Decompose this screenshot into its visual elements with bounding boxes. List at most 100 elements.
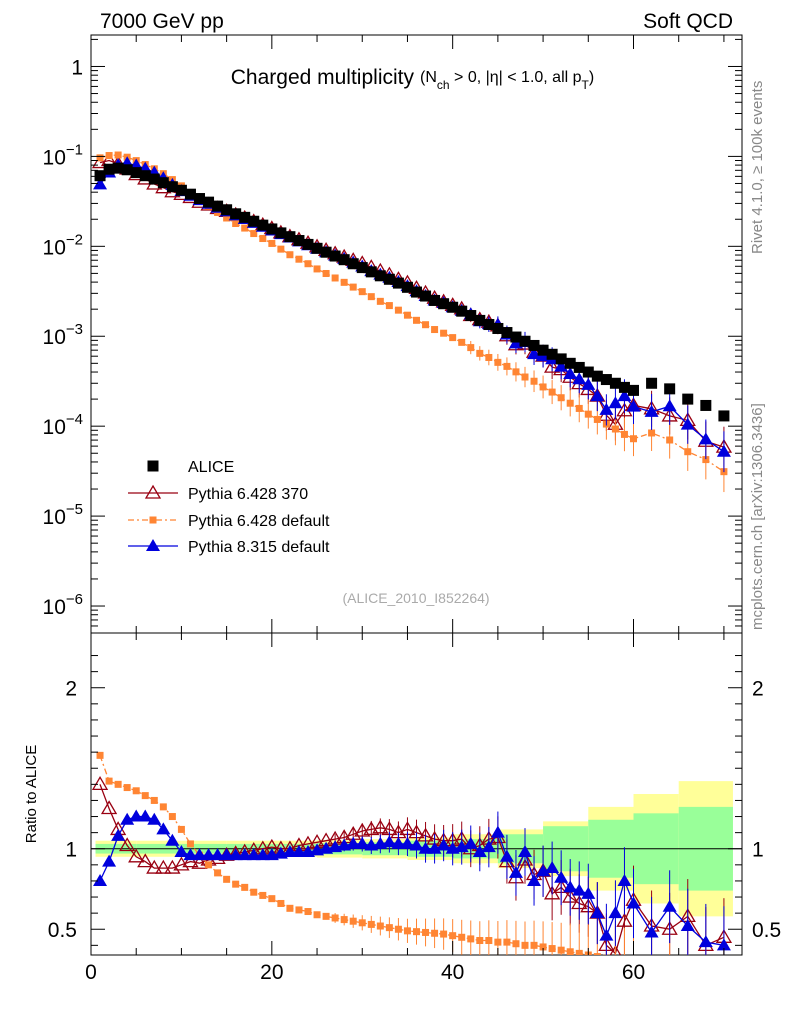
point-alice xyxy=(609,377,621,389)
ratio-point-p6def xyxy=(557,946,565,954)
point-p6def xyxy=(241,224,249,232)
point-p8 xyxy=(680,417,695,430)
y-tick-base: 10 xyxy=(43,596,66,619)
point-p8 xyxy=(590,389,605,402)
point-alice xyxy=(175,184,187,196)
point-alice xyxy=(591,370,603,382)
ratio-point-p6def xyxy=(503,938,511,946)
point-p6def xyxy=(232,219,240,227)
y-tick-base: 10 xyxy=(43,236,66,259)
ratio-point-p370 xyxy=(119,837,136,852)
ratio-point-p8 xyxy=(201,848,216,861)
ratio-point-p8 xyxy=(355,836,370,849)
point-alice xyxy=(139,170,151,182)
point-alice xyxy=(664,383,676,395)
point-p6def xyxy=(223,214,231,222)
point-alice xyxy=(392,277,404,289)
point-alice xyxy=(347,258,359,270)
point-p6def xyxy=(349,283,357,291)
ratio-point-p8 xyxy=(418,841,433,854)
ratio-point-p8 xyxy=(626,896,641,909)
x-tick-label: 40 xyxy=(441,961,464,984)
point-p6def xyxy=(611,425,619,433)
ratio-point-p6def xyxy=(168,813,176,821)
ratio-tick-label-right: 1 xyxy=(752,839,764,862)
point-alice xyxy=(266,223,278,235)
main-y-ticks: 110−110−210−310−410−510−6 xyxy=(43,38,742,627)
legend-label-p6def: Pythia 6.428 default xyxy=(188,513,330,530)
point-p6def xyxy=(295,255,303,263)
legend-marker-p6def xyxy=(149,516,157,524)
ratio-point-p6def xyxy=(512,940,520,948)
point-alice xyxy=(401,281,413,293)
ratio-point-p8 xyxy=(246,848,261,861)
ratio-point-p6def xyxy=(575,949,583,955)
ratio-point-p8 xyxy=(518,844,532,857)
point-alice xyxy=(492,322,504,334)
ratio-point-p6def xyxy=(123,784,131,792)
ratio-point-p6def xyxy=(440,930,448,938)
ratio-point-p6def xyxy=(105,777,113,785)
point-alice xyxy=(573,361,585,373)
ratio-point-p8 xyxy=(165,833,180,846)
point-p6def xyxy=(331,274,339,282)
point-p6def xyxy=(286,251,294,259)
ratio-point-p6def xyxy=(150,796,158,804)
ratio-point-p6def xyxy=(286,904,294,912)
point-alice xyxy=(447,301,459,313)
point-p8 xyxy=(563,367,578,380)
point-alice xyxy=(582,366,594,378)
ratio-point-p6def xyxy=(223,875,231,883)
point-alice xyxy=(275,227,287,239)
point-alice xyxy=(374,270,386,282)
point-p6def xyxy=(630,435,637,443)
point-p8 xyxy=(572,372,587,385)
ratio-point-p6def xyxy=(648,961,655,968)
ratio-point-p6def xyxy=(539,943,547,951)
ratio-point-p6def xyxy=(521,941,529,949)
ratio-tick-label-right: 2 xyxy=(752,678,764,701)
point-p6def xyxy=(114,151,122,159)
ratio-point-p6def xyxy=(114,780,122,788)
point-p6def xyxy=(367,293,375,301)
point-p6def xyxy=(250,230,258,238)
ratio-tick-label-left: 0.5 xyxy=(48,919,77,942)
ratio-point-p6def xyxy=(494,938,502,946)
point-p370 xyxy=(91,154,109,169)
x-tick-label: 60 xyxy=(622,961,645,984)
x-tick-label: 20 xyxy=(260,961,283,984)
y-tick-label: 10−4 xyxy=(43,411,83,439)
point-alice xyxy=(564,357,576,369)
ratio-point-p8 xyxy=(463,836,478,849)
ratio-point-p370 xyxy=(616,912,633,927)
ratio-point-p8 xyxy=(138,809,153,822)
ratio-point-p6def xyxy=(268,895,276,903)
point-p6def xyxy=(277,245,285,253)
ratio-point-p8 xyxy=(291,844,306,857)
point-alice xyxy=(700,399,712,411)
ratio-point-p6def xyxy=(422,928,430,936)
y-tick-exp: −6 xyxy=(66,591,83,608)
point-p6def xyxy=(304,260,312,268)
point-p8 xyxy=(662,399,677,412)
ratio-tick-label-left: 2 xyxy=(65,678,77,701)
point-p6def xyxy=(376,297,384,305)
ratio-point-p370 xyxy=(137,853,154,868)
ratio-point-p6def xyxy=(684,964,691,971)
ratio-point-p8 xyxy=(716,938,731,951)
point-p6def xyxy=(403,311,411,319)
y-tick-exp: −2 xyxy=(66,231,83,248)
ratio-point-p8 xyxy=(111,828,126,841)
ratio-point-p8 xyxy=(499,849,514,862)
point-alice xyxy=(148,173,160,185)
point-p6def xyxy=(431,326,439,334)
ratio-point-p6def xyxy=(702,966,709,973)
point-alice xyxy=(112,162,124,174)
point-alice xyxy=(94,170,106,182)
ratio-point-p8 xyxy=(472,844,487,857)
ratio-ylabel: Ratio to ALICE xyxy=(23,745,40,843)
legend-label-alice: ALICE xyxy=(188,459,234,476)
point-alice xyxy=(203,196,215,208)
header-right: Soft QCD xyxy=(643,10,733,33)
ratio-point-p8 xyxy=(120,812,135,825)
